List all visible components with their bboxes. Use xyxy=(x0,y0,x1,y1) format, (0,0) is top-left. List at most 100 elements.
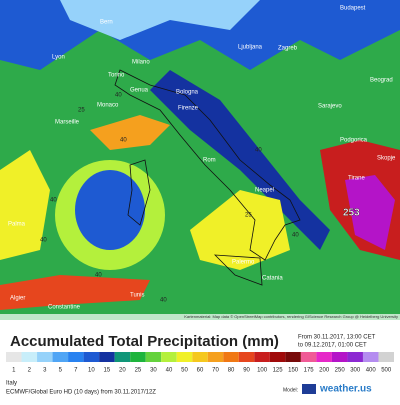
contour-label: 40 xyxy=(50,198,57,204)
color-swatch xyxy=(83,352,100,362)
level-label: 30 xyxy=(150,368,157,374)
city: Skopje xyxy=(377,156,396,162)
max-value: 253 xyxy=(343,208,360,219)
city: Tirane xyxy=(348,176,365,182)
model-label: Model: xyxy=(283,387,298,393)
level-label: 40 xyxy=(166,368,173,374)
color-swatch xyxy=(21,352,38,362)
color-swatch xyxy=(130,352,146,362)
city: Beograd xyxy=(370,78,393,84)
city: Palermo xyxy=(232,260,255,266)
light-blue-area xyxy=(60,0,260,40)
coastline xyxy=(114,69,301,261)
sardinia xyxy=(127,159,151,226)
city: Torino xyxy=(108,73,125,79)
city: Rom xyxy=(203,158,216,164)
city: Firenze xyxy=(178,106,199,112)
city: Podgorica xyxy=(340,138,368,144)
city: Marseille xyxy=(55,120,80,126)
contour-label: 40 xyxy=(40,238,47,244)
level-label: 15 xyxy=(104,368,111,374)
color-swatch xyxy=(52,352,69,362)
level-label: 3 xyxy=(43,368,47,374)
city: Tunis xyxy=(130,293,144,299)
city: Sarajevo xyxy=(318,104,342,110)
level-label: 175 xyxy=(304,368,315,374)
level-label: 1 xyxy=(12,368,16,374)
map xyxy=(0,0,400,320)
city: Ljubljana xyxy=(238,45,263,51)
level-label: 20 xyxy=(119,368,126,374)
color-swatch xyxy=(331,352,348,362)
contour-label: 40 xyxy=(255,148,262,154)
orange-area xyxy=(90,115,170,150)
color-swatch xyxy=(176,352,193,362)
city: Lyon xyxy=(52,55,65,61)
city: Milano xyxy=(132,60,150,66)
level-label: 25 xyxy=(135,368,142,374)
level-label: 90 xyxy=(243,368,250,374)
color-swatch xyxy=(207,352,224,362)
level-label: 250 xyxy=(335,368,346,374)
contour-labels: 40 25 40 40 40 40 25 40 40 40 253 xyxy=(40,93,360,304)
level-label: 300 xyxy=(350,368,361,374)
purple-area xyxy=(345,175,395,250)
level-label: 150 xyxy=(288,368,299,374)
level-label: 400 xyxy=(366,368,377,374)
city: Genua xyxy=(130,88,149,94)
legend-from: From 30.11.2017, 13:00 CET xyxy=(298,335,376,341)
city: Catania xyxy=(262,276,283,282)
level-label: 100 xyxy=(257,368,268,374)
eu-logo xyxy=(302,384,316,394)
color-swatch xyxy=(161,352,177,362)
contour-label: 40 xyxy=(120,138,127,144)
color-swatch xyxy=(192,352,208,362)
contour-label: 40 xyxy=(292,233,299,239)
red-area xyxy=(0,275,150,310)
level-label: 70 xyxy=(212,368,219,374)
yellow-area xyxy=(0,150,50,260)
region: Italy xyxy=(6,381,17,387)
color-swatch xyxy=(6,352,22,362)
color-swatch xyxy=(285,352,301,362)
level-label: 7 xyxy=(74,368,78,374)
level-label: 10 xyxy=(88,368,95,374)
contour-label: 40 xyxy=(115,93,122,99)
color-swatch xyxy=(362,352,379,362)
yellow-area xyxy=(190,190,290,270)
color-swatch xyxy=(223,352,239,362)
level-label: 2 xyxy=(28,368,32,374)
color-swatch xyxy=(316,352,332,362)
color-swatch xyxy=(114,352,131,362)
brand: weather.us xyxy=(319,384,372,395)
city-labels: Bern Budapest Milano Ljubljana Zagreb Ly… xyxy=(8,6,396,311)
legend-title: Accumulated Total Precipitation (mm) xyxy=(10,333,279,350)
city: Palma xyxy=(8,222,26,228)
colorbar: 1 2 3 5 7 10 15 20 25 30 40 50 60 70 80 90 100 125 150 175 2… xyxy=(6,352,394,374)
level-label: 200 xyxy=(319,368,330,374)
level-label: 50 xyxy=(181,368,188,374)
city: Algier xyxy=(10,296,25,302)
color-swatch xyxy=(238,352,255,362)
blue-area xyxy=(75,170,145,250)
level-label: 5 xyxy=(59,368,63,374)
attribution-bg xyxy=(0,314,400,320)
color-swatch xyxy=(269,352,286,362)
contour-label: 25 xyxy=(245,213,252,219)
contour-label: 40 xyxy=(95,273,102,279)
attribution: Kartenmaterial: Map data © OpenStreetMap… xyxy=(184,314,398,319)
level-label: 60 xyxy=(197,368,204,374)
city: Constantine xyxy=(48,305,81,311)
city: Zagreb xyxy=(278,46,298,52)
model-run: ECMWF/Global Euro HD (10 days) from 30.1… xyxy=(6,390,156,396)
level-label: 80 xyxy=(228,368,235,374)
level-label: 125 xyxy=(273,368,284,374)
city: Neapel xyxy=(255,188,274,194)
level-label: 500 xyxy=(381,368,392,374)
color-swatch xyxy=(378,352,394,362)
city: Monaco xyxy=(97,103,119,109)
color-swatch xyxy=(99,352,115,362)
city: Bern xyxy=(100,20,113,26)
contour-label: 40 xyxy=(160,298,167,304)
